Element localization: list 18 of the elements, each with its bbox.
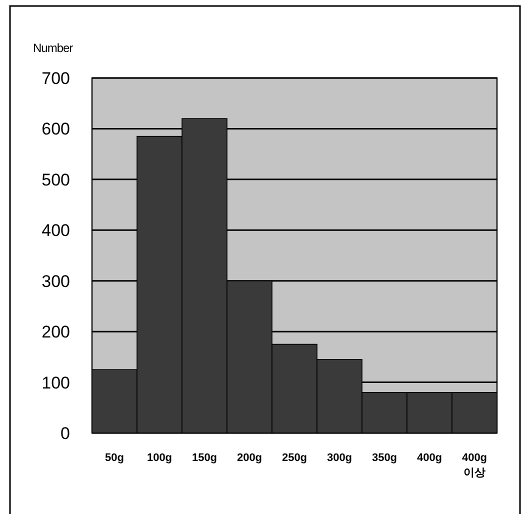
x-tick-label: 300g (326, 452, 352, 464)
x-tick-label: 350g (372, 452, 398, 464)
x-tick-label: 400g 이상 (462, 452, 488, 479)
y-tick-label: 0 (60, 424, 70, 443)
y-tick-label: 300 (42, 272, 70, 291)
x-tick-label: 400g (416, 452, 442, 464)
y-axis-title: Number (33, 41, 74, 55)
x-tick-label: 100g (146, 452, 172, 464)
x-tick-label: 200g (236, 452, 262, 464)
x-tick-label: 150g (192, 452, 218, 464)
x-tick-label: 250g (282, 452, 308, 464)
y-tick-label: 600 (42, 120, 70, 139)
y-tick-label: 100 (42, 373, 70, 392)
y-tick-label: 700 (42, 69, 70, 88)
y-tick-label: 500 (42, 170, 70, 190)
y-tick-label: 200 (42, 322, 70, 342)
y-tick-label: 400 (42, 221, 70, 240)
x-tick-label: 50g (105, 452, 124, 464)
